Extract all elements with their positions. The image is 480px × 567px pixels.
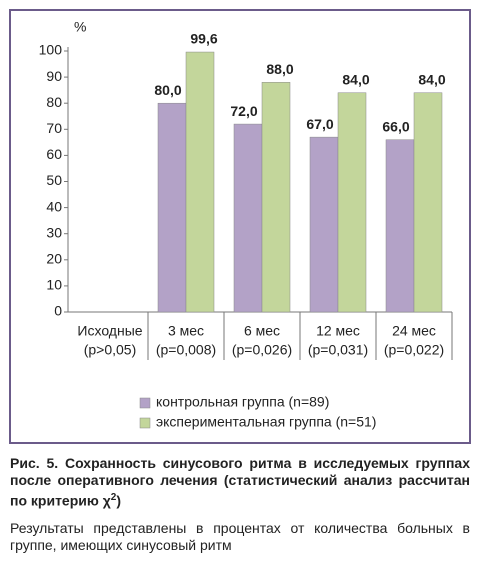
bar <box>413 92 443 313</box>
bar <box>261 82 291 313</box>
x-tick-label: (p=0,031) <box>308 342 368 358</box>
value-label: 99,6 <box>190 31 217 47</box>
x-tick-label: 24 мес <box>392 323 436 339</box>
y-tick-label: 20 <box>46 251 62 267</box>
caption-sup: 2 <box>110 492 117 503</box>
y-tick-label: 40 <box>46 198 62 214</box>
x-tick-label: 3 мес <box>168 323 204 339</box>
y-tick-label: 70 <box>46 120 62 136</box>
chart: % 0 10 20 30 40 50 60 70 80 90 100 Исходные (p>0,05)… <box>9 9 471 444</box>
x-tick-label: 12 мес <box>316 323 360 339</box>
bar <box>233 123 263 313</box>
bar <box>337 92 367 313</box>
y-tick-label: 50 <box>46 172 62 188</box>
bar <box>185 51 215 313</box>
value-label: 72,0 <box>230 103 257 119</box>
caption-title: Рис. 5. Сохранность синусового ритма в и… <box>10 455 470 510</box>
x-tick-label: Исходные <box>77 323 142 339</box>
chart-frame <box>9 9 471 444</box>
x-tick-label: (p=0,026) <box>232 342 292 358</box>
value-label: 84,0 <box>418 71 445 87</box>
legend-label: контрольная группа (n=89) <box>156 394 329 410</box>
y-tick-label: 80 <box>46 94 62 110</box>
legend-swatch <box>139 417 151 429</box>
x-tick-label: 6 мес <box>244 323 280 339</box>
bar <box>385 139 415 313</box>
value-label: 84,0 <box>342 71 369 87</box>
bar <box>309 136 339 313</box>
caption-title-text: Рис. 5. Сохранность синусового ритма в и… <box>10 455 470 509</box>
legend-label: экспериментальная группа (n=51) <box>156 414 376 430</box>
value-label: 80,0 <box>154 82 181 98</box>
caption-title-end: ) <box>116 492 122 509</box>
y-tick-label: 30 <box>46 224 62 240</box>
y-tick-label: 100 <box>39 42 63 58</box>
y-tick-label: 10 <box>46 277 62 293</box>
bar <box>157 102 187 313</box>
y-axis-label: % <box>74 19 86 35</box>
x-tick-label: (p>0,05) <box>84 342 137 358</box>
caption-text: Результаты представлены в процентах от к… <box>10 520 470 553</box>
x-tick-label: (p=0,022) <box>384 342 444 358</box>
y-tick-label: 90 <box>46 68 62 84</box>
x-tick-label: (p=0,008) <box>156 342 216 358</box>
value-label: 67,0 <box>306 116 333 132</box>
y-tick-label: 60 <box>46 146 62 162</box>
value-label: 88,0 <box>266 61 293 77</box>
value-label: 66,0 <box>382 118 409 134</box>
y-tick-label: 0 <box>54 303 62 319</box>
legend-swatch <box>139 397 151 409</box>
